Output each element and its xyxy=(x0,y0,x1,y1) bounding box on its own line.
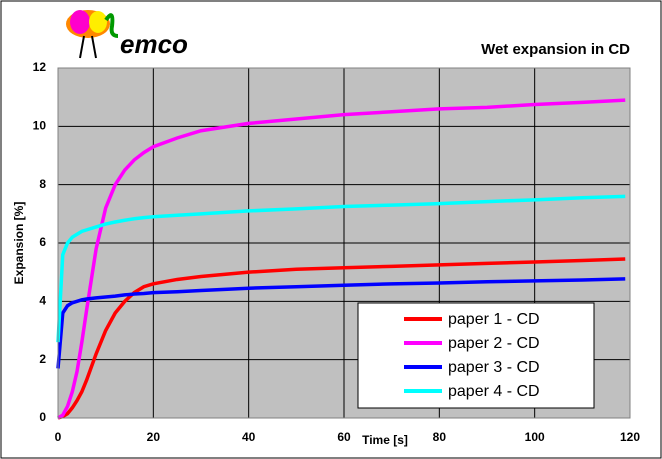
y-tick-label: 10 xyxy=(33,119,47,133)
x-axis-label: Time [s] xyxy=(362,433,408,447)
logo-neck xyxy=(104,13,119,38)
legend-label: paper 4 - CD xyxy=(448,383,540,400)
legend-box xyxy=(357,302,595,409)
x-tick-label: 20 xyxy=(147,430,161,444)
x-tick-label: 0 xyxy=(55,430,62,444)
x-tick-label: 60 xyxy=(337,430,351,444)
logo-text: emco xyxy=(120,29,188,59)
logo-wing xyxy=(89,11,107,33)
legend-label: paper 2 - CD xyxy=(448,335,540,352)
logo-wing xyxy=(70,10,90,34)
y-tick-label: 0 xyxy=(39,410,46,424)
y-tick-label: 6 xyxy=(39,235,46,249)
x-tick-label: 120 xyxy=(620,430,640,444)
series-line xyxy=(57,257,626,420)
logo xyxy=(66,10,119,59)
x-tick-label: 80 xyxy=(433,430,447,444)
plot-border xyxy=(57,67,631,419)
legend: paper 1 - CD paper 2 - CD paper 3 - CD pape… xyxy=(357,302,595,409)
legend-label: paper 1 - CD xyxy=(448,311,540,328)
logo-leg xyxy=(91,35,97,59)
legend-label: paper 3 - CD xyxy=(448,359,540,376)
series-line xyxy=(56,194,626,343)
y-tick-label: 2 xyxy=(39,352,46,366)
x-tick-label: 40 xyxy=(242,430,256,444)
lines xyxy=(56,98,626,420)
logo-leg xyxy=(79,35,85,59)
chart-title: Wet expansion in CD xyxy=(481,41,630,58)
y-tick-label: 8 xyxy=(39,177,46,191)
series-line xyxy=(56,277,626,369)
y-tick-label: 12 xyxy=(33,60,47,74)
y-tick-label: 4 xyxy=(39,294,46,308)
y-axis-label: Expansion [%] xyxy=(12,202,26,285)
series-line xyxy=(57,98,626,420)
x-tick-label: 100 xyxy=(525,430,545,444)
